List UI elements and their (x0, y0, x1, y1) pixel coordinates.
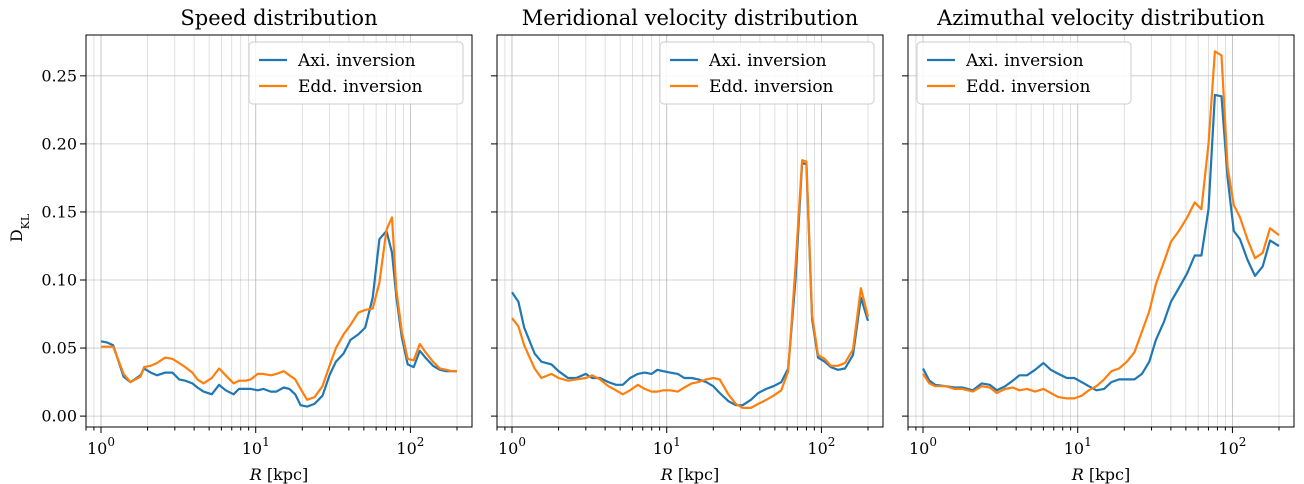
x-tick-mantissa: 10 (807, 439, 827, 458)
x-tick-mantissa: 10 (653, 439, 673, 458)
x-tick-mantissa: 10 (498, 439, 518, 458)
edd-inversion-legend-label: Edd. inversion (966, 77, 1091, 97)
svg-text:DKL: DKL (7, 213, 32, 242)
edd-inversion-legend-label: Edd. inversion (298, 77, 423, 97)
x-axis-label-var: R (1071, 465, 1084, 484)
plot-frame (496, 34, 884, 428)
x-axis-label: R [kpc] (249, 465, 309, 484)
x-tick-mantissa: 10 (1218, 439, 1238, 458)
legend-box (659, 41, 875, 105)
x-tick-label: 102 (1218, 435, 1246, 458)
x-tick-exponent: 1 (1084, 435, 1092, 449)
x-tick-label: 101 (653, 435, 681, 458)
x-tick-exponent: 0 (518, 435, 526, 449)
x-tick-mantissa: 10 (909, 439, 929, 458)
edd-inversion-line (101, 216, 457, 401)
x-tick-exponent: 0 (107, 435, 115, 449)
y-axis-label-sub: KL (19, 213, 32, 229)
plot-frame (85, 34, 473, 428)
legend-box (916, 41, 1132, 105)
x-axis-label-unit: [kpc] (1084, 465, 1130, 484)
x-tick-label: 100 (498, 435, 526, 458)
panel-title: Speed distribution (180, 6, 377, 30)
x-tick-exponent: 1 (673, 435, 681, 449)
edd-inversion-legend-label: Edd. inversion (709, 77, 834, 97)
x-tick-mantissa: 10 (242, 439, 262, 458)
axi-inversion-line (100, 229, 457, 408)
x-axis-label-var: R (249, 465, 262, 484)
y-axis-label-main: D (7, 229, 26, 242)
x-tick-label: 100 (909, 435, 937, 458)
panel-title: Azimuthal velocity distribution (936, 6, 1265, 30)
y-tick-label: 0.25 (41, 66, 77, 85)
y-tick-label: 0.15 (41, 202, 77, 221)
x-tick-exponent: 0 (929, 435, 937, 449)
x-tick-exponent: 2 (417, 435, 425, 449)
x-tick-mantissa: 10 (87, 439, 107, 458)
x-tick-exponent: 2 (1239, 435, 1247, 449)
y-tick-label: 0.20 (41, 134, 77, 153)
x-axis-label-var: R (660, 465, 673, 484)
x-tick-label: 102 (807, 435, 835, 458)
x-tick-exponent: 1 (262, 435, 270, 449)
edd-inversion-line (922, 50, 1280, 400)
legend: Axi. inversion Edd. inversion (248, 41, 464, 105)
y-tick-label: 0.00 (41, 407, 77, 426)
panel-title: Meridional velocity distribution (522, 6, 858, 30)
y-axis-label: DKL (7, 213, 32, 242)
axi-inversion-legend-label: Axi. inversion (297, 51, 416, 71)
x-tick-label: 102 (396, 435, 424, 458)
legend: Axi. inversion Edd. inversion (916, 41, 1132, 105)
x-axis-label-unit: [kpc] (673, 465, 719, 484)
x-axis-label: R [kpc] (660, 465, 720, 484)
legend-box (248, 41, 464, 105)
x-tick-label: 101 (242, 435, 270, 458)
axi-inversion-legend-label: Axi. inversion (965, 51, 1084, 71)
y-tick-label: 0.05 (41, 339, 77, 358)
x-axis-label: R [kpc] (1071, 465, 1131, 484)
x-tick-mantissa: 10 (1064, 439, 1084, 458)
x-tick-label: 101 (1064, 435, 1092, 458)
x-tick-label: 100 (87, 435, 115, 458)
plot-frame (907, 34, 1295, 428)
axi-inversion-line (922, 93, 1280, 392)
edd-inversion-line (511, 159, 870, 409)
x-axis-label-unit: [kpc] (262, 465, 308, 484)
x-tick-exponent: 2 (828, 435, 836, 449)
x-tick-mantissa: 10 (396, 439, 416, 458)
axi-inversion-legend-label: Axi. inversion (708, 51, 827, 71)
legend: Axi. inversion Edd. inversion (659, 41, 875, 105)
y-tick-label: 0.10 (41, 271, 77, 290)
